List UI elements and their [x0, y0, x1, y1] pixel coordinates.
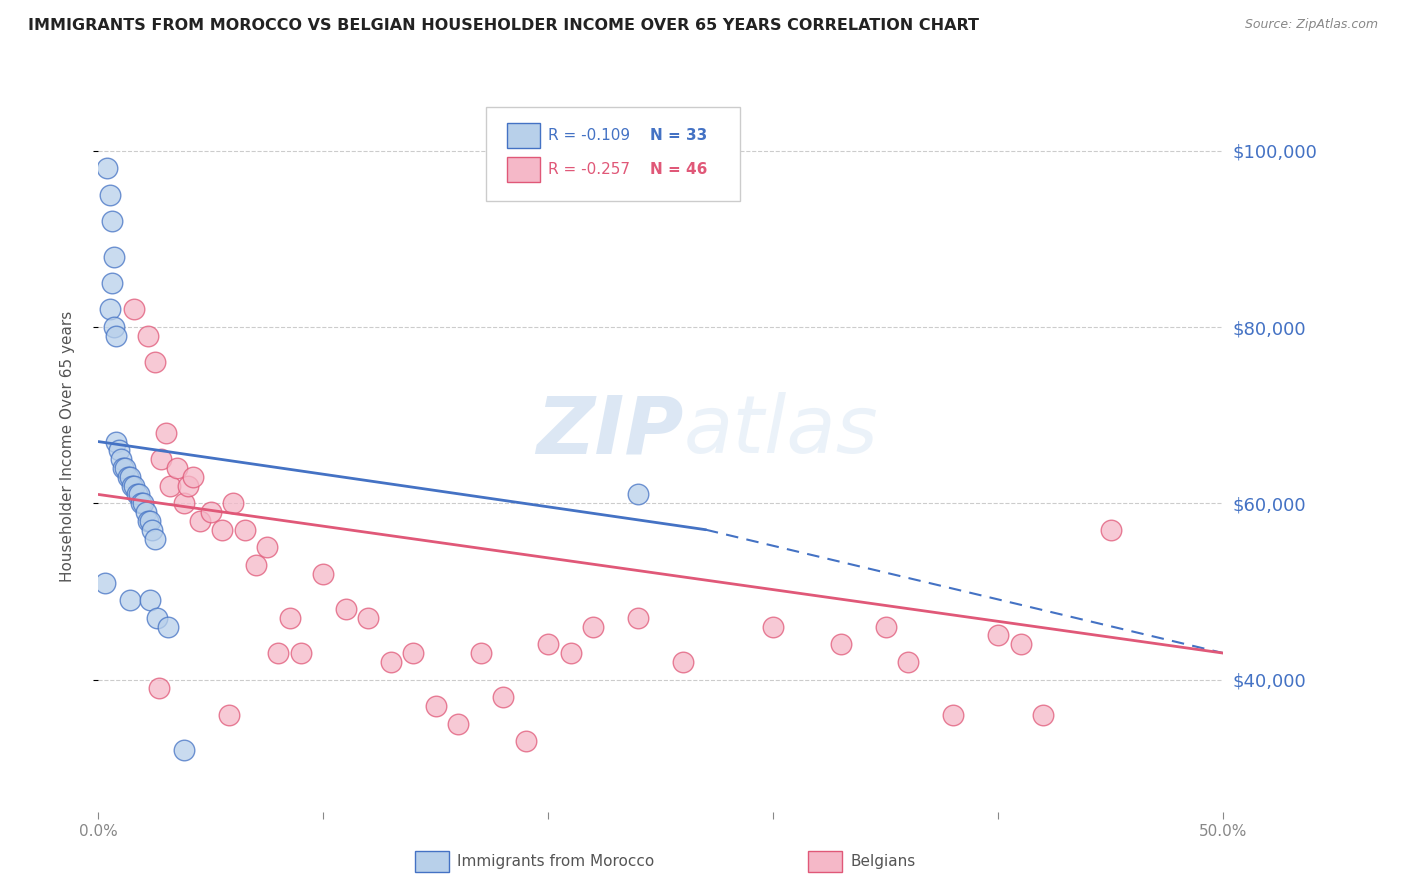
Point [143, 532, 166, 546]
Point [211, 523, 233, 537]
Point [135, 505, 157, 519]
Point [110, 452, 132, 467]
Text: ZIP: ZIP [536, 392, 683, 470]
Point [114, 461, 136, 475]
Point [897, 655, 920, 669]
Point [143, 355, 166, 369]
Point [233, 523, 256, 537]
Point [124, 302, 146, 317]
Point [357, 611, 380, 625]
Point [560, 646, 582, 660]
Point [101, 276, 124, 290]
Point [136, 514, 159, 528]
Text: Belgians: Belgians [851, 855, 915, 869]
Point [380, 655, 402, 669]
Point [256, 541, 278, 555]
Point [627, 487, 650, 501]
FancyBboxPatch shape [506, 157, 540, 182]
Point [470, 646, 492, 660]
Point [447, 716, 470, 731]
Text: Immigrants from Morocco: Immigrants from Morocco [457, 855, 654, 869]
Text: Source: ZipAtlas.com: Source: ZipAtlas.com [1244, 18, 1378, 31]
Point [166, 461, 188, 475]
FancyBboxPatch shape [506, 123, 540, 148]
Text: R = -0.257: R = -0.257 [548, 162, 630, 177]
Point [124, 478, 146, 492]
Point [1010, 637, 1032, 651]
Point [402, 646, 425, 660]
Point [136, 329, 159, 343]
Point [875, 620, 897, 634]
Point [157, 620, 180, 634]
Point [139, 593, 162, 607]
Point [222, 496, 245, 510]
Point [627, 611, 650, 625]
Point [121, 478, 143, 492]
Point [155, 425, 177, 440]
Point [762, 620, 785, 634]
Point [105, 434, 128, 449]
Y-axis label: Householder Income Over 65 years: Householder Income Over 65 years [60, 310, 75, 582]
Point [672, 655, 695, 669]
Point [103, 320, 125, 334]
Point [492, 690, 515, 705]
Point [942, 707, 965, 722]
Point [132, 496, 155, 510]
Point [107, 443, 129, 458]
Point [200, 505, 222, 519]
Point [118, 470, 141, 484]
Point [582, 620, 605, 634]
Point [267, 646, 290, 660]
Point [177, 478, 200, 492]
Point [118, 593, 141, 607]
Point [218, 707, 240, 722]
Point [181, 470, 204, 484]
Point [515, 734, 537, 748]
Point [173, 743, 195, 757]
Text: N = 33: N = 33 [650, 128, 707, 144]
Point [335, 602, 357, 616]
Point [125, 487, 148, 501]
Point [128, 487, 150, 501]
Point [105, 329, 128, 343]
Point [141, 523, 163, 537]
Text: R = -0.109: R = -0.109 [548, 128, 630, 144]
Point [98, 302, 121, 317]
Point [159, 478, 181, 492]
Point [830, 637, 852, 651]
Point [112, 461, 135, 475]
Point [987, 628, 1010, 642]
Text: N = 46: N = 46 [650, 162, 707, 177]
Point [96, 161, 118, 176]
Point [150, 452, 173, 467]
Text: IMMIGRANTS FROM MOROCCO VS BELGIAN HOUSEHOLDER INCOME OVER 65 YEARS CORRELATION : IMMIGRANTS FROM MOROCCO VS BELGIAN HOUSE… [28, 18, 979, 33]
Point [425, 698, 447, 713]
Point [101, 214, 124, 228]
Point [129, 496, 152, 510]
Point [290, 646, 312, 660]
Point [173, 496, 195, 510]
Point [278, 611, 301, 625]
Point [312, 566, 335, 581]
Point [537, 637, 560, 651]
Point [148, 681, 170, 696]
FancyBboxPatch shape [486, 107, 740, 201]
Point [1099, 523, 1122, 537]
Point [103, 250, 125, 264]
Point [245, 558, 267, 572]
Point [146, 611, 169, 625]
Point [94, 575, 117, 590]
Point [117, 470, 139, 484]
Point [1032, 707, 1054, 722]
Point [98, 187, 121, 202]
Point [139, 514, 162, 528]
Point [188, 514, 211, 528]
Text: atlas: atlas [683, 392, 879, 470]
